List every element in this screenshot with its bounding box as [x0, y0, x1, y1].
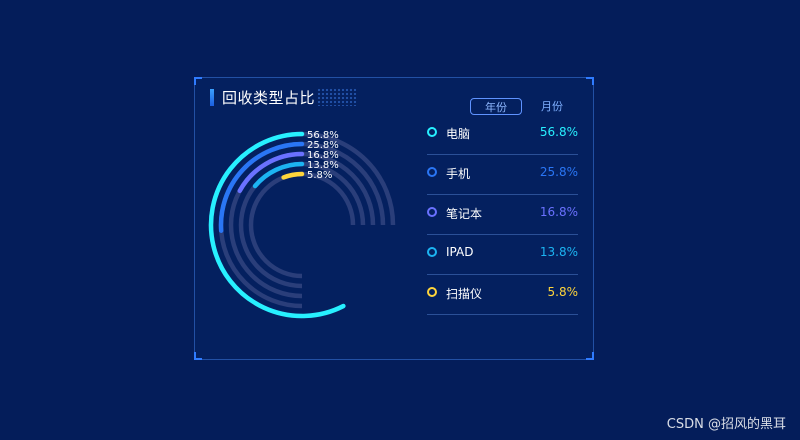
legend-label: 笔记本 [446, 207, 483, 221]
legend-label: 手机 [446, 167, 471, 181]
dot-pattern-decoration [317, 88, 358, 106]
corner-decoration [586, 77, 594, 85]
legend-item: 手机 25.8% [427, 155, 578, 195]
tab-year[interactable]: 年份 [470, 98, 522, 115]
legend-label: 电脑 [446, 127, 471, 141]
legend-marker [427, 247, 437, 257]
legend-marker [427, 207, 437, 217]
panel-title: 回收类型占比 [222, 88, 316, 107]
ring-bar-0 [208, 131, 346, 319]
ring-bar-3 [252, 161, 305, 189]
corner-decoration [586, 352, 594, 360]
ring-data-label: 5.8% [307, 170, 332, 181]
legend-item: 笔记本 16.8% [427, 195, 578, 235]
legend-label: 扫描仪 [446, 287, 483, 301]
panel-header: 回收类型占比 [210, 87, 358, 107]
legend-value: 16.8% [539, 205, 578, 219]
title-accent-bar [210, 88, 214, 106]
legend-value: 56.8% [539, 125, 578, 139]
legend-marker [427, 167, 437, 177]
legend-item: IPAD 13.8% [427, 235, 578, 275]
period-tabs: 年份 月份 [470, 98, 582, 115]
legend-value: 13.8% [539, 245, 578, 259]
legend-value: 5.8% [547, 285, 579, 299]
ring-bar-4 [281, 171, 305, 180]
ring-data-label: 25.8% [307, 140, 339, 151]
ring-data-label: 16.8% [307, 150, 339, 161]
ring-bar-1 [218, 141, 305, 233]
ring-bar-2 [237, 151, 305, 194]
chart-legend: 电脑 56.8% 手机 25.8% 笔记本 16.8% IPAD 13.8% 扫描仪 5.8% [427, 115, 578, 315]
corner-decoration [194, 77, 202, 85]
ring-data-label: 56.8% [307, 130, 339, 141]
watermark: CSDN @招风的黑耳 [666, 417, 786, 432]
legend-item: 电脑 56.8% [427, 115, 578, 155]
ring-data-label: 13.8% [307, 160, 339, 171]
corner-decoration [194, 352, 202, 360]
legend-label: IPAD [446, 245, 474, 259]
legend-value: 25.8% [539, 165, 578, 179]
ring-track [248, 171, 356, 279]
radial-bar-chart: 56.8%25.8%16.8%13.8%5.8% [208, 130, 396, 319]
tab-month[interactable]: 月份 [541, 100, 563, 113]
legend-marker [427, 287, 437, 297]
legend-marker [427, 127, 437, 137]
chart-panel: 回收类型占比 年份 月份 56.8% 25.8% 16.8% 13.8% 5.8% 电脑… [194, 77, 594, 360]
legend-item: 扫描仪 5.8% [427, 275, 578, 315]
